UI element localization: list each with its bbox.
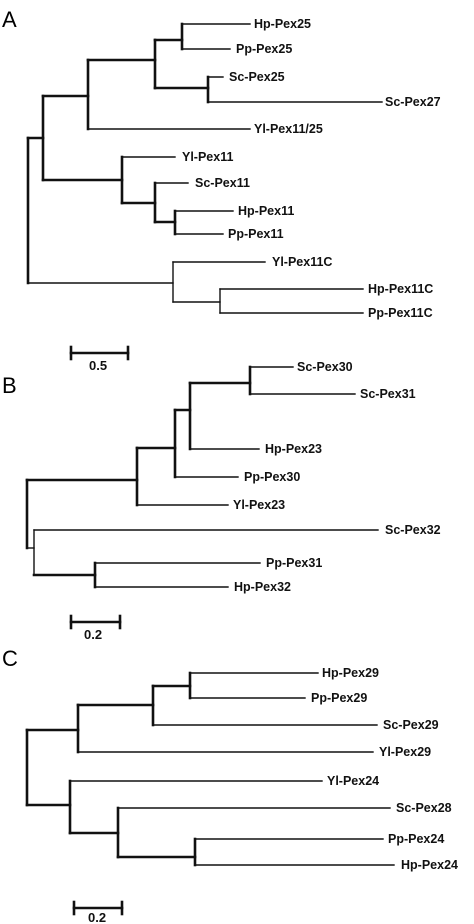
scale-bar-a: 0.5	[69, 345, 130, 373]
leaf-label: Hp-Pex11C	[368, 282, 433, 296]
leaf-label: Yl-Pex11	[182, 150, 233, 164]
leaf-label: Pp-Pex24	[388, 832, 444, 846]
tree-c-leaf-labels: Hp-Pex29 Pp-Pex29 Sc-Pex29 Yl-Pex29 Yl-P…	[311, 666, 458, 872]
scale-bar-label-c: 0.2	[88, 910, 106, 924]
leaf-label: Pp-Pex11C	[368, 306, 433, 320]
leaf-label: Yl-Pex11/25	[254, 122, 323, 136]
leaf-label: Pp-Pex11	[228, 227, 284, 241]
tree-b-leaf-labels: Sc-Pex30 Sc-Pex31 Hp-Pex23 Pp-Pex30 Yl-P…	[233, 360, 441, 594]
panel-letter-a: A	[2, 7, 17, 32]
panel-c: C Hp-Pex29 Pp-Pex29	[2, 646, 458, 924]
leaf-label: Hp-Pex32	[234, 580, 291, 594]
leaf-label: Sc-Pex30	[297, 360, 353, 374]
leaf-label: Sc-Pex32	[385, 523, 441, 537]
scale-bar-label-a: 0.5	[89, 358, 107, 373]
panel-letter-c: C	[2, 646, 18, 671]
panel-letter-b: B	[2, 373, 17, 398]
leaf-label: Yl-Pex24	[327, 774, 379, 788]
leaf-label: Pp-Pex30	[244, 470, 300, 484]
leaf-label: Sc-Pex28	[396, 801, 452, 815]
leaf-label: Pp-Pex29	[311, 691, 367, 705]
tree-c-branches	[25, 671, 395, 867]
leaf-label: Yl-Pex29	[379, 745, 431, 759]
leaf-label: Pp-Pex25	[236, 42, 292, 56]
leaf-label: Hp-Pex25	[254, 17, 311, 31]
leaf-label: Pp-Pex31	[266, 556, 322, 570]
leaf-label: Sc-Pex29	[383, 718, 439, 732]
leaf-label: Sc-Pex25	[229, 70, 285, 84]
leaf-label: Sc-Pex27	[385, 95, 441, 109]
leaf-label: Hp-Pex29	[322, 666, 379, 680]
panel-a: A	[2, 7, 441, 373]
tree-a-leaf-labels: Hp-Pex25 Pp-Pex25 Sc-Pex25 Sc-Pex27 Yl-P…	[182, 17, 441, 320]
tree-a-branches	[26, 22, 383, 314]
leaf-label: Yl-Pex11C	[272, 255, 332, 269]
leaf-label: Hp-Pex24	[401, 858, 458, 872]
leaf-label: Sc-Pex11	[195, 176, 250, 190]
leaf-label: Hp-Pex11	[238, 204, 294, 218]
tree-b-branches	[25, 365, 379, 589]
leaf-label: Hp-Pex23	[265, 442, 322, 456]
scale-bar-label-b: 0.2	[84, 627, 102, 642]
scale-bar-c: 0.2	[72, 900, 124, 924]
leaf-label: Sc-Pex31	[360, 387, 416, 401]
leaf-label: Yl-Pex23	[233, 498, 285, 512]
panel-b: B Sc-Pex30 Sc-Pex31	[2, 360, 441, 642]
scale-bar-b: 0.2	[69, 614, 122, 642]
